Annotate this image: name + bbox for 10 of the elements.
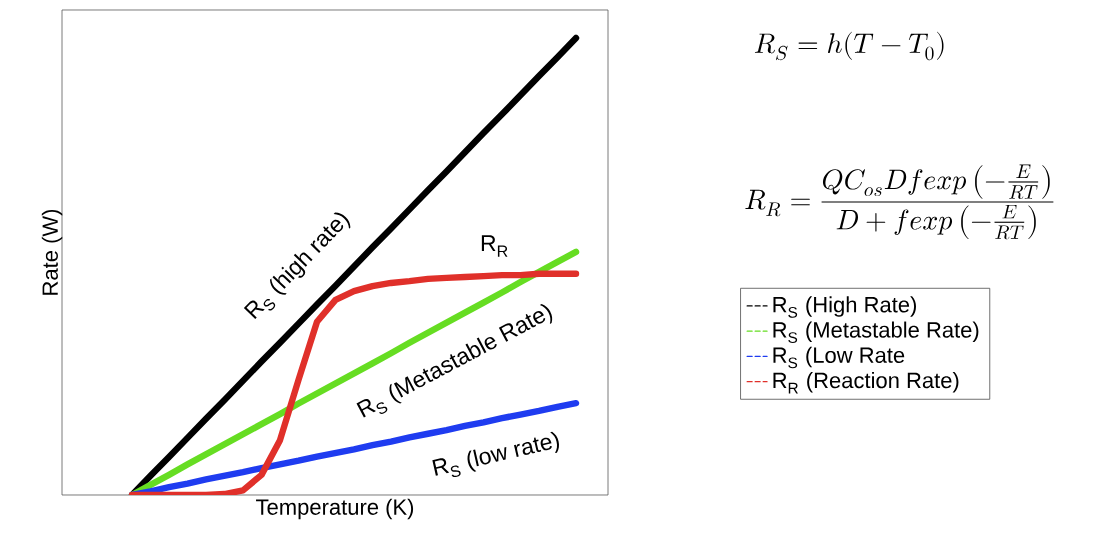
y-axis-title: Rate (W) bbox=[41, 209, 63, 295]
text: $R_S = h(T - T_0)$ bbox=[754, 31, 944, 61]
annotation: R$_{R}$ bbox=[481, 235, 508, 257]
x-axis-title: Temperature (K) bbox=[256, 498, 414, 520]
legend-label: R$_{R}$ (Reaction Rate) bbox=[773, 372, 959, 394]
legend-label: R$_{S}$ (High Rate) bbox=[773, 296, 917, 318]
legend-label: R$_{S}$ (Low Rate bbox=[773, 346, 905, 369]
text: $R_R = \frac{QC_{os}Df exp\left(-\frac{E}{RT}\right)}{D + f exp\left(-\frac{E}{RT}\right)}$ bbox=[745, 164, 1054, 240]
legend-label: R$_{S}$ (Metastable Rate) bbox=[773, 321, 979, 344]
annotation: R$_{S}$ (low rate) bbox=[432, 431, 560, 478]
